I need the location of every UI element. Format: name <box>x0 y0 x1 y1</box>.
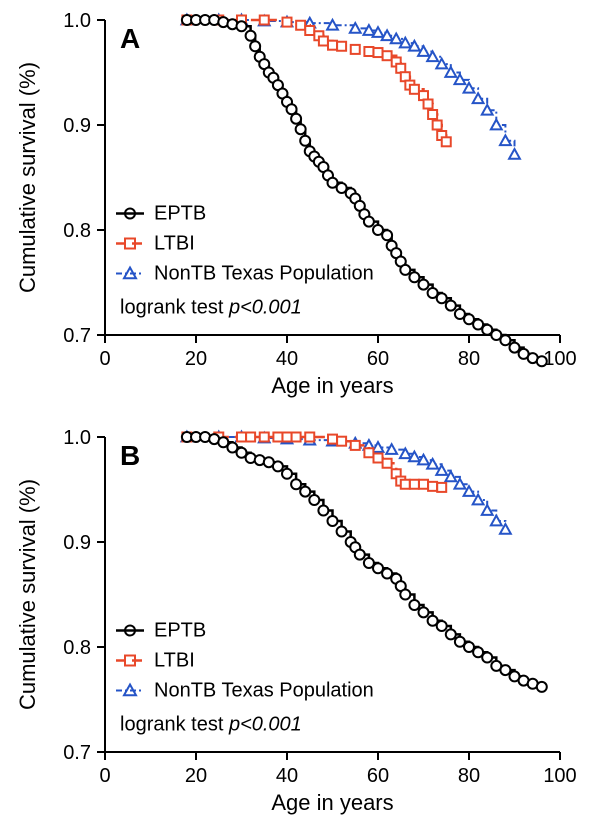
svg-text:80: 80 <box>458 348 480 370</box>
svg-text:0.8: 0.8 <box>63 220 91 242</box>
svg-text:20: 20 <box>185 765 207 787</box>
svg-text:100: 100 <box>543 348 576 370</box>
svg-text:NonTB Texas Population: NonTB Texas Population <box>154 263 374 285</box>
svg-text:logrank test p<0.001: logrank test p<0.001 <box>120 297 302 319</box>
panel-b: 0 20 40 60 80 100 0.7 0.8 0.9 1.0 Age in years Cumu… <box>0 417 600 834</box>
svg-text:Age in years: Age in years <box>271 373 393 398</box>
svg-text:Cumulative survival (%): Cumulative survival (%) <box>15 479 40 710</box>
svg-text:60: 60 <box>367 765 389 787</box>
svg-text:LTBI: LTBI <box>154 233 195 255</box>
svg-text:100: 100 <box>543 765 576 787</box>
svg-text:Age in years: Age in years <box>271 790 393 815</box>
svg-text:1.0: 1.0 <box>63 10 91 32</box>
svg-text:60: 60 <box>367 348 389 370</box>
panel-a-svg: 0 20 40 60 80 100 0.7 0.8 0.9 1.0 Age in years Cumu… <box>0 0 600 417</box>
panel-a: 0 20 40 60 80 100 0.7 0.8 0.9 1.0 Age in years Cumu… <box>0 0 600 417</box>
svg-text:0.9: 0.9 <box>63 115 91 137</box>
panel-b-svg: 0 20 40 60 80 100 0.7 0.8 0.9 1.0 Age in years Cumu… <box>0 417 600 834</box>
svg-text:0.8: 0.8 <box>63 637 91 659</box>
svg-text:20: 20 <box>185 348 207 370</box>
svg-text:40: 40 <box>276 348 298 370</box>
svg-text:40: 40 <box>276 765 298 787</box>
svg-text:1.0: 1.0 <box>63 427 91 449</box>
svg-text:EPTB: EPTB <box>154 203 206 225</box>
svg-text:Cumulative survival (%): Cumulative survival (%) <box>15 62 40 293</box>
svg-text:80: 80 <box>458 765 480 787</box>
svg-text:0.7: 0.7 <box>63 325 91 347</box>
svg-text:NonTB Texas Population: NonTB Texas Population <box>154 680 374 702</box>
svg-text:0.9: 0.9 <box>63 532 91 554</box>
svg-text:EPTB: EPTB <box>154 620 206 642</box>
svg-text:0: 0 <box>99 765 110 787</box>
svg-text:0.7: 0.7 <box>63 742 91 764</box>
svg-text:LTBI: LTBI <box>154 650 195 672</box>
figure: 0 20 40 60 80 100 0.7 0.8 0.9 1.0 Age in years Cumu… <box>0 0 600 834</box>
svg-text:logrank test p<0.001: logrank test p<0.001 <box>120 714 302 736</box>
svg-text:0: 0 <box>99 348 110 370</box>
svg-text:A: A <box>120 23 140 54</box>
svg-text:B: B <box>120 440 140 471</box>
